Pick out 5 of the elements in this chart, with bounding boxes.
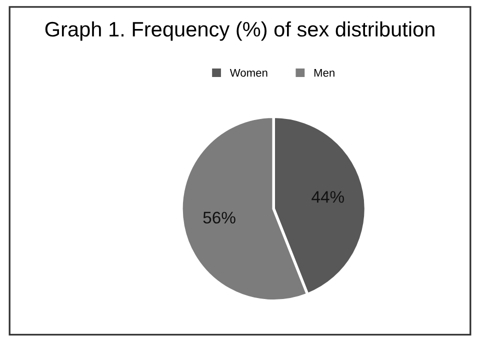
legend-label: Women	[230, 68, 268, 77]
data-label: 44%	[312, 191, 344, 203]
data-label: 56%	[203, 212, 236, 224]
legend-label: Men	[314, 68, 334, 77]
chart-title: Graph 1. Frequency (%) of sex distribution	[45, 21, 434, 41]
